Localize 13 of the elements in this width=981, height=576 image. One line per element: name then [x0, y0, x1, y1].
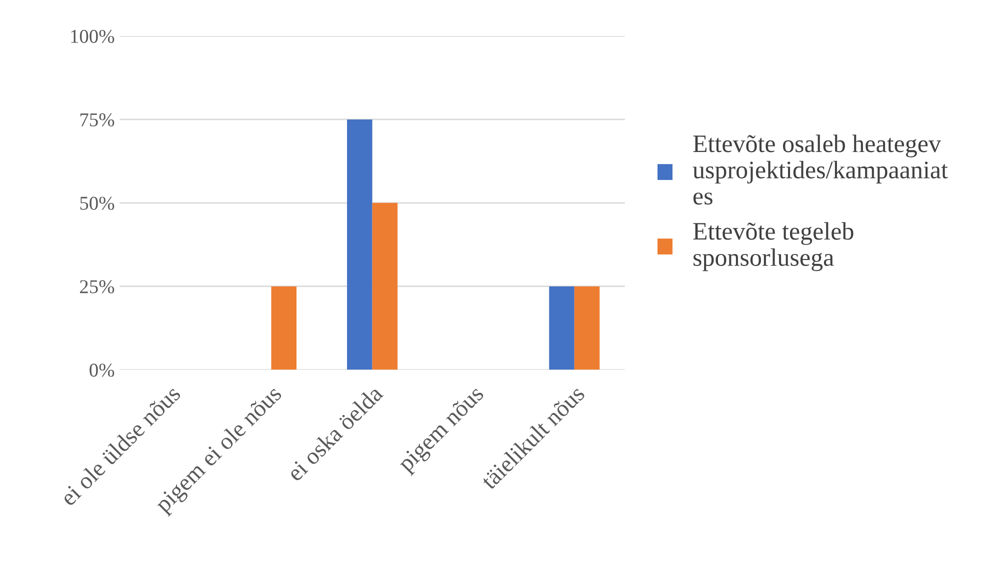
- y-tick-label: 100%: [71, 30, 114, 43]
- bar: [549, 286, 574, 370]
- y-tick-label: 0%: [90, 364, 114, 377]
- bar: [372, 202, 398, 370]
- legend-label: Ettevõte tegeleb sponsorlusega: [693, 222, 854, 272]
- bar: [574, 286, 600, 370]
- y-tick-label: 25%: [80, 280, 114, 294]
- y-tick-label: 50%: [80, 196, 114, 210]
- bar: [271, 286, 297, 370]
- y-tick-label: 75%: [80, 113, 114, 126]
- bar: [347, 119, 372, 370]
- x-tick-label: ei oska öelda: [286, 384, 384, 482]
- legend-label: Ettevõte osaleb heategevusprojektides/kampaaniates: [692, 134, 948, 205]
